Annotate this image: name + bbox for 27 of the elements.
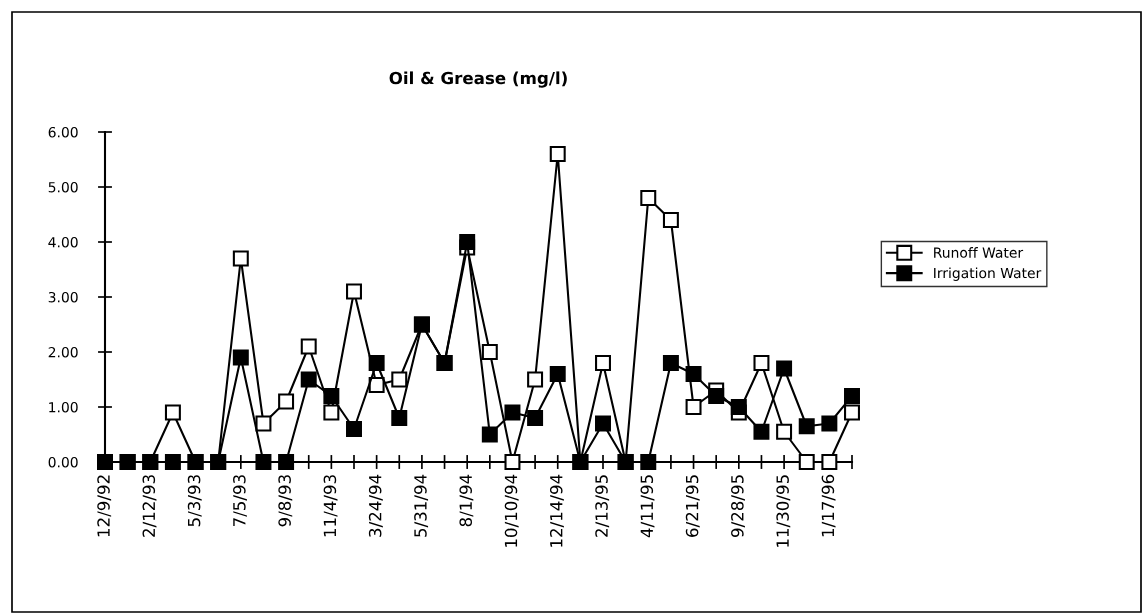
legend-label: Runoff Water (934, 247, 1024, 258)
x-tick-label: 12/14/94 (549, 474, 564, 547)
x-tick-label: 5/31/94 (414, 474, 429, 537)
y-tick-label: 4.00 (48, 236, 78, 248)
y-tick-label: 0.00 (48, 456, 78, 468)
x-tick-label: 9/8/93 (278, 475, 293, 527)
x-tick-label: 2/13/95 (595, 475, 610, 537)
x-tick-label: 3/24/94 (368, 474, 383, 537)
x-tick-label: 5/3/93 (187, 475, 202, 527)
x-tick-label: 1/17/96 (821, 474, 836, 537)
y-tick-label: 2.00 (48, 346, 78, 358)
y-tick-label: 5.00 (48, 181, 78, 193)
x-tick-label: 6/21/95 (685, 475, 700, 537)
x-tick-label: 10/10/94 (504, 474, 519, 547)
y-tick-label: 3.00 (48, 291, 78, 303)
y-tick-label: 1.00 (49, 401, 78, 413)
x-tick-label: 11/4/93 (323, 475, 338, 537)
x-tick-label: 2/12/93 (142, 475, 157, 537)
x-tick-label: 8/1/94 (459, 474, 474, 527)
x-tick-label: 4/11/95 (640, 475, 655, 538)
x-tick-label: 11/30/95 (776, 475, 791, 547)
x-tick-label: 12/9/92 (97, 475, 112, 537)
chart-title: Oil & Grease (mg/l) (389, 71, 567, 88)
x-tick-label: 7/5/93 (233, 475, 247, 527)
y-tick-label: 6.00 (48, 126, 78, 138)
legend-label: Irrigation Water (934, 267, 1042, 281)
x-tick-label: 9/28/95 (731, 475, 745, 538)
